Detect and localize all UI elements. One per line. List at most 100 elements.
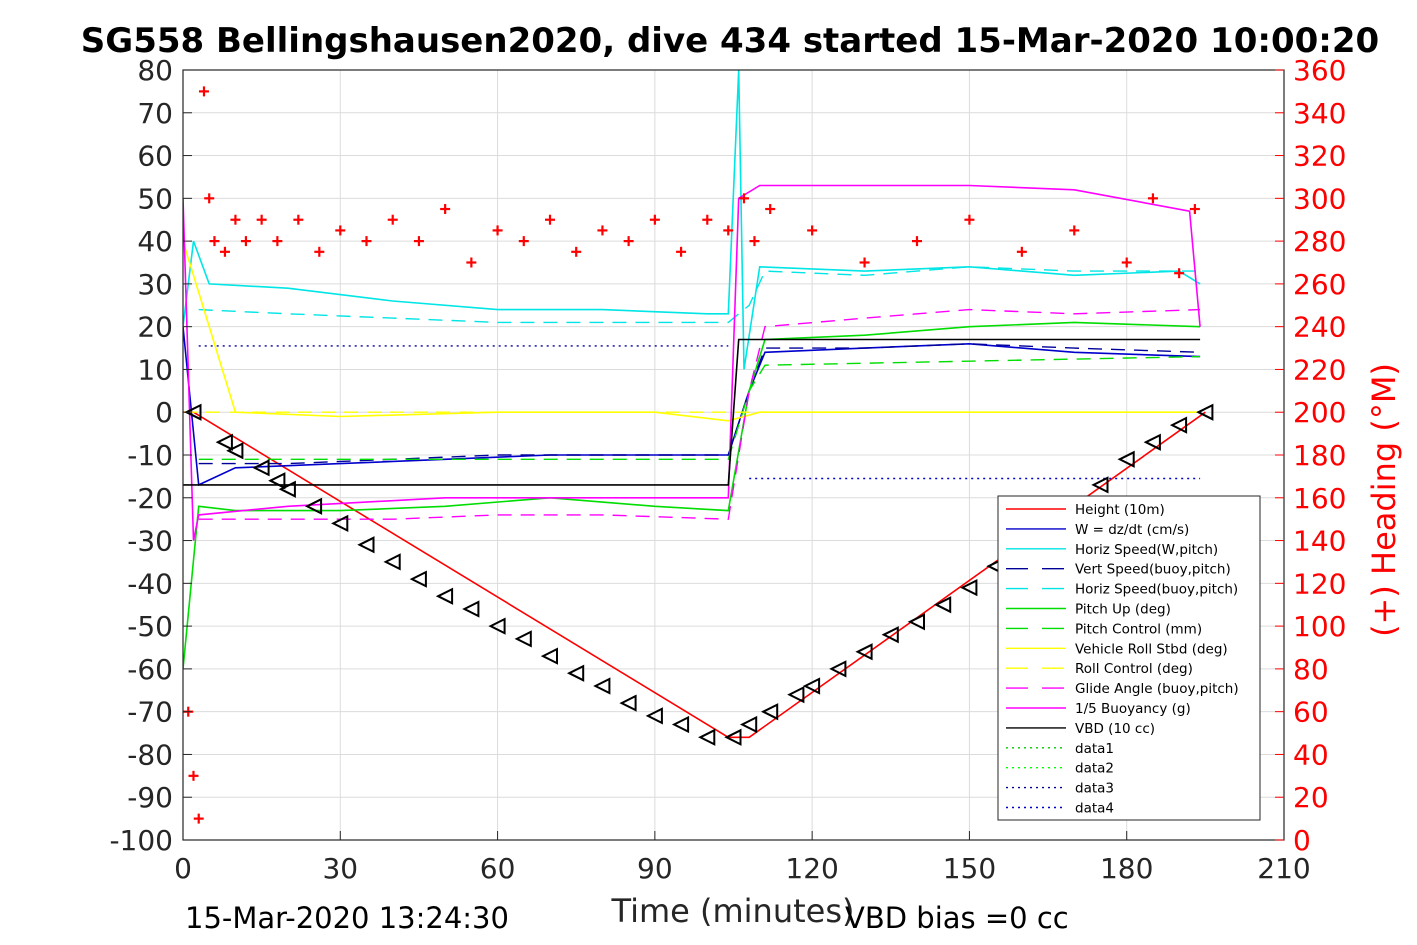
heading-point <box>466 257 477 268</box>
legend-label: 1/5 Buoyancy (g) <box>1075 701 1191 717</box>
legend: Height (10m) W = dz/dt (cm/s) Horiz Speed(… <box>997 495 1261 821</box>
heading-point <box>649 214 660 225</box>
heading-point <box>204 193 215 204</box>
heading-point <box>361 236 372 247</box>
y-tick-label: -30 <box>127 525 173 558</box>
heading-point <box>272 236 283 247</box>
heading-point <box>765 204 776 215</box>
series-line-6 <box>198 355 1201 460</box>
depth-marker <box>829 660 847 678</box>
y-tick-label: 30 <box>137 268 173 301</box>
heading-point <box>859 257 870 268</box>
depth-marker <box>462 600 480 618</box>
y-axis-ticks: 80 70 60 50 40 30 20 10 0 -10 -20 -30 -40 -50 -60 -70 -8… <box>109 54 192 857</box>
x-tick-label: 60 <box>480 852 516 885</box>
depth-marker <box>1143 433 1161 451</box>
heading-point <box>964 214 975 225</box>
heading-point <box>571 246 582 257</box>
legend-label: data4 <box>1075 801 1114 817</box>
heading-point <box>293 214 304 225</box>
heading-point <box>440 204 451 215</box>
y2-tick-label: 0 <box>1293 824 1311 857</box>
depth-marker <box>724 728 742 746</box>
series-line-2 <box>183 70 1201 370</box>
y2-tick-label: 60 <box>1293 696 1329 729</box>
heading-point <box>702 214 713 225</box>
depth-marker <box>698 728 716 746</box>
legend-label: Roll Control (deg) <box>1075 661 1193 677</box>
x-tick-label: 30 <box>322 852 358 885</box>
depth-marker <box>514 630 532 648</box>
heading-point <box>256 214 267 225</box>
y-tick-label: -80 <box>127 738 173 771</box>
depth-marker <box>252 459 270 477</box>
heading-point <box>230 214 241 225</box>
legend-label: Horiz Speed(buoy,pitch) <box>1075 582 1238 598</box>
depth-marker <box>881 626 899 644</box>
depth-marker <box>566 664 585 682</box>
heading-point <box>1189 204 1200 215</box>
y-tick-label: 10 <box>137 353 173 386</box>
series-line-10 <box>183 184 1201 541</box>
series-line-3 <box>198 343 1201 465</box>
heading-point <box>387 214 398 225</box>
heading-point <box>738 193 749 204</box>
depth-marker <box>933 596 952 614</box>
legend-box <box>997 495 1261 821</box>
heading-point <box>1121 257 1132 268</box>
y-tick-label: -40 <box>127 567 173 600</box>
y-tick-label: 20 <box>137 311 173 344</box>
depth-marker <box>645 707 663 725</box>
y-tick-label: 0 <box>155 396 173 429</box>
y2-tick-label: 100 <box>1293 610 1346 643</box>
y-tick-label: -20 <box>127 482 173 515</box>
y-tick-label: -60 <box>127 653 173 686</box>
depth-marker <box>540 647 558 665</box>
heading-point <box>413 236 424 247</box>
depth-marker <box>960 578 978 597</box>
depth-marker <box>357 536 375 554</box>
heading-point <box>623 236 634 247</box>
legend-label: Height (10m) <box>1075 502 1165 518</box>
heading-point <box>597 225 608 236</box>
heading-point <box>198 86 209 97</box>
y2-tick-label: 300 <box>1293 182 1346 215</box>
depth-marker <box>304 497 323 515</box>
x-tick-label: 0 <box>174 852 192 885</box>
heading-point <box>749 236 760 247</box>
heading-point <box>209 236 220 247</box>
depth-marker <box>409 570 427 588</box>
heading-point <box>912 236 922 247</box>
depth-marker <box>802 677 821 695</box>
y2-tick-label: 140 <box>1293 525 1346 558</box>
y-tick-label: 40 <box>137 225 173 258</box>
y-tick-label: 50 <box>137 182 173 215</box>
y2-tick-label: 320 <box>1293 140 1346 173</box>
x-tick-label: 90 <box>637 852 673 885</box>
chart-title: SG558 Bellingshausen2020, dive 434 start… <box>81 21 1379 61</box>
heading-point <box>723 225 734 236</box>
legend-label: data3 <box>1075 781 1114 797</box>
y2-tick-label: 180 <box>1293 439 1346 472</box>
y-tick-label: 70 <box>137 97 173 130</box>
y2-tick-label: 80 <box>1293 653 1329 686</box>
depth-marker <box>739 715 758 734</box>
depth-marker <box>488 617 506 635</box>
x-tick-label: 210 <box>1257 852 1310 885</box>
depth-marker <box>787 685 805 704</box>
depth-marker <box>1091 476 1109 494</box>
depth-marker <box>855 643 873 661</box>
y-tick-label: -50 <box>127 610 173 643</box>
series-line-9 <box>198 308 1201 520</box>
depth-marker <box>1117 450 1135 468</box>
depth-marker <box>331 514 349 533</box>
y2-tick-label: 40 <box>1293 738 1329 771</box>
x-tick-label: 180 <box>1100 852 1153 885</box>
depth-marker <box>184 403 202 421</box>
legend-label: Vert Speed(buoy,pitch) <box>1075 562 1231 578</box>
y2-tick-label: 360 <box>1293 54 1346 87</box>
y2-axis-ticks: 3603403203002802602402202001801601401201… <box>1275 54 1346 857</box>
heading-point <box>335 225 346 236</box>
heading-point <box>193 813 204 824</box>
depth-marker <box>383 553 401 571</box>
